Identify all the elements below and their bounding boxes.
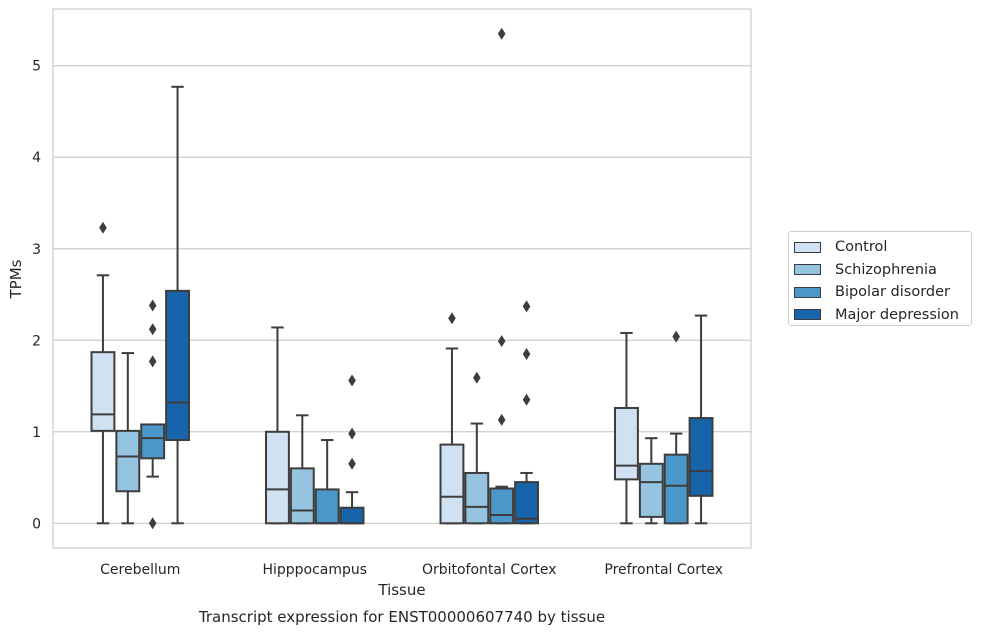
outlier-point — [99, 221, 107, 234]
box-iqr — [464, 471, 490, 525]
y-axis-title: TPMs — [7, 259, 25, 299]
box-iqr — [663, 453, 689, 525]
legend-label: Bipolar disorder — [835, 284, 950, 301]
box-group — [265, 326, 290, 525]
legend-label: Control — [835, 239, 888, 256]
legend-item: Major depression — [794, 304, 971, 327]
x-tick-label: Hipppocampus — [262, 562, 367, 578]
box-iqr — [614, 406, 639, 481]
x-tick-label: Orbitofontal Cortex — [422, 562, 557, 578]
box-group — [663, 330, 689, 525]
box-group — [638, 437, 664, 525]
legend-item: Schizophrenia — [794, 259, 971, 282]
outlier-point — [148, 323, 157, 336]
box-iqr — [165, 289, 190, 442]
box-group — [339, 374, 365, 525]
legend-swatch — [794, 264, 821, 276]
x-tick-label: Cerebellum — [100, 562, 180, 578]
box-iqr — [140, 423, 166, 460]
outlier-point — [672, 330, 680, 343]
y-tick-labels: 0 1 2 3 4 5 — [32, 59, 41, 533]
y-tick-label: 1 — [32, 425, 41, 441]
legend: Control Schizophrenia Bipolar disorder Majo… — [788, 231, 972, 326]
outlier-point — [522, 393, 531, 406]
x-tick-label: Prefrontal Cortex — [604, 562, 723, 578]
box-iqr — [265, 430, 290, 525]
outlier-point — [348, 374, 356, 387]
box-group — [489, 27, 515, 525]
legend-item: Bipolar disorder — [794, 281, 971, 304]
box-iqr — [688, 417, 714, 497]
box-iqr — [314, 488, 340, 525]
outlier-point — [148, 355, 157, 368]
box-group — [314, 439, 340, 525]
boxes — [90, 27, 714, 530]
box-iqr — [514, 481, 539, 525]
legend-swatch — [794, 286, 821, 298]
box-iqr — [115, 429, 141, 493]
box-group — [90, 221, 116, 525]
outlier-point — [148, 517, 157, 530]
box-group — [688, 314, 714, 525]
x-tick-labels: Cerebellum Hipppocampus Orbitofontal Corte… — [100, 562, 723, 578]
box-iqr — [439, 443, 465, 525]
box-group — [289, 414, 315, 525]
x-axis-title: Tissue — [377, 581, 425, 599]
outlier-point — [522, 347, 531, 360]
box-group — [614, 331, 639, 525]
box-group — [464, 371, 490, 525]
legend-label: Schizophrenia — [835, 261, 937, 278]
outlier-point — [148, 299, 157, 312]
box-iqr — [289, 467, 315, 525]
outlier-point — [448, 312, 456, 325]
legend-swatch — [794, 309, 821, 321]
legend-item: Control — [794, 236, 971, 259]
y-tick-label: 2 — [32, 333, 41, 349]
outlier-point — [522, 300, 531, 313]
chart-caption: Transcript expression for ENST0000060774… — [198, 608, 605, 626]
outlier-point — [473, 371, 481, 384]
outlier-point — [348, 457, 356, 470]
outlier-point — [497, 413, 506, 426]
box-iqr — [90, 351, 116, 432]
y-tick-label: 3 — [32, 242, 41, 258]
outlier-point — [348, 427, 356, 440]
y-tick-label: 4 — [32, 150, 41, 166]
box-group — [439, 312, 465, 525]
box-iqr — [489, 487, 515, 525]
outlier-point — [497, 27, 506, 40]
legend-label: Major depression — [835, 306, 959, 323]
box-group — [165, 85, 190, 525]
box-group — [514, 300, 539, 525]
box-group — [140, 299, 166, 530]
box-iqr — [339, 506, 365, 525]
legend-swatch — [794, 241, 821, 253]
box-group — [115, 352, 141, 525]
box-iqr — [638, 462, 664, 518]
y-tick-label: 0 — [32, 516, 41, 532]
y-tick-label: 5 — [32, 59, 41, 75]
outlier-point — [497, 335, 506, 348]
